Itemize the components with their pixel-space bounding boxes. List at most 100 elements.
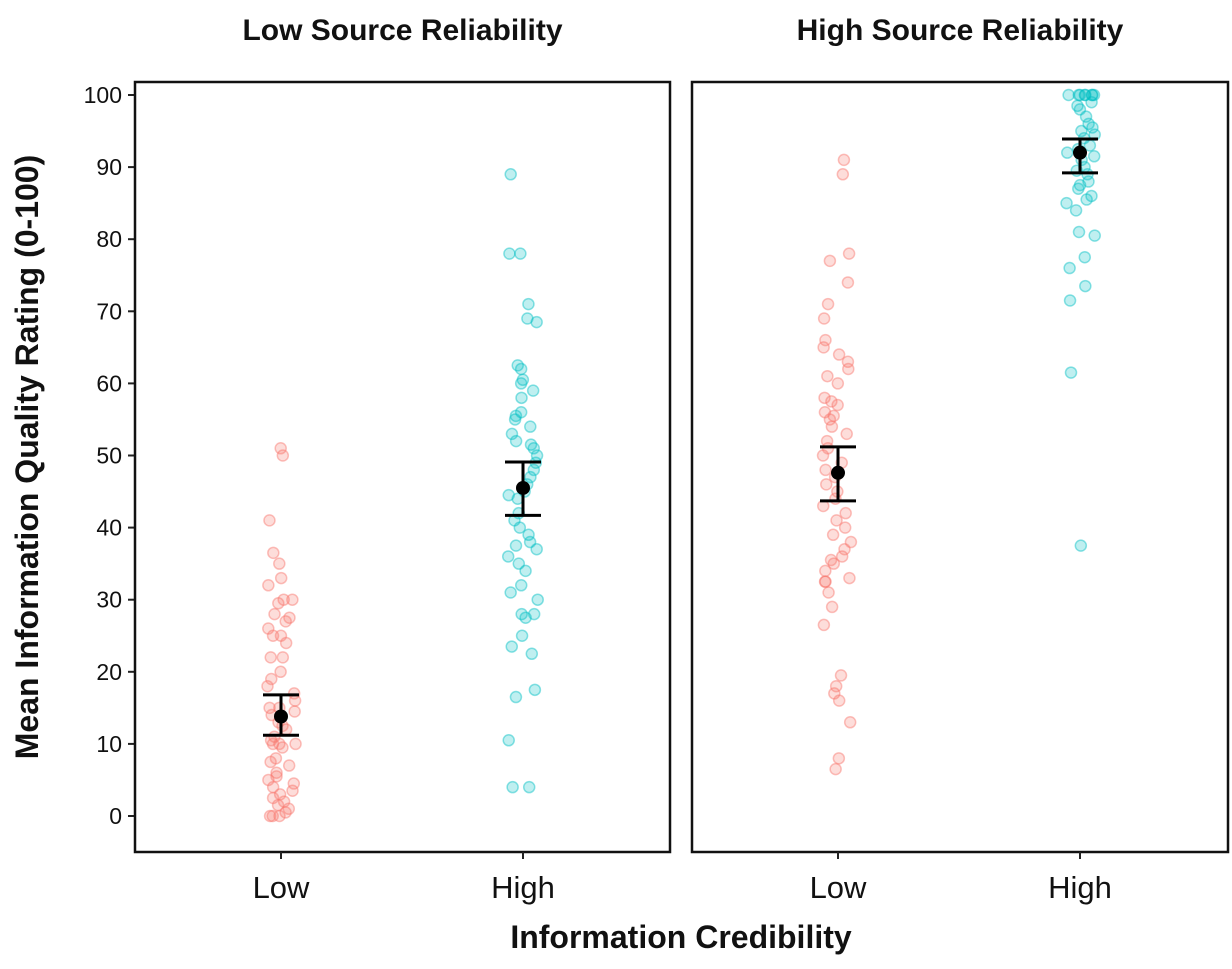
data-point <box>819 333 832 347</box>
data-point <box>818 391 831 405</box>
data-point <box>265 672 278 686</box>
data-point <box>279 636 293 650</box>
data-point <box>838 521 852 534</box>
data-point <box>1073 88 1087 102</box>
mean-point <box>516 480 530 495</box>
data-point <box>1078 250 1092 264</box>
data-point <box>522 528 535 542</box>
data-point <box>843 716 857 729</box>
data-point <box>525 647 539 661</box>
data-point <box>817 312 831 325</box>
data-point <box>273 557 286 570</box>
data-point <box>515 629 529 642</box>
data-point <box>841 276 855 289</box>
mean-point <box>1073 145 1087 160</box>
data-point <box>514 247 527 260</box>
data-point <box>825 420 839 433</box>
data-point <box>816 449 830 462</box>
data-point <box>515 607 528 621</box>
data-point <box>1063 294 1077 307</box>
data-point <box>505 427 519 441</box>
data-point <box>1071 99 1084 113</box>
data-point <box>531 593 544 606</box>
data-point <box>524 470 537 484</box>
x-tick-label: High <box>491 870 555 905</box>
data-point <box>279 806 292 819</box>
data-point <box>274 442 287 455</box>
data-point <box>276 651 290 664</box>
data-point <box>263 514 276 527</box>
data-point <box>513 521 527 534</box>
data-point <box>266 737 280 751</box>
data-point <box>829 762 842 776</box>
data-point <box>825 600 839 614</box>
data-point <box>519 611 532 624</box>
data-point <box>263 809 277 823</box>
data-point <box>1082 175 1095 188</box>
data-point <box>512 557 526 570</box>
data-point <box>288 705 301 718</box>
data-point <box>509 690 523 704</box>
data-point <box>1072 88 1086 102</box>
data-point <box>288 694 302 707</box>
data-point <box>527 463 541 477</box>
data-point <box>844 535 858 549</box>
data-point <box>282 802 296 816</box>
data-point <box>819 564 832 578</box>
data-point <box>286 784 299 798</box>
data-point <box>269 752 283 765</box>
panel-frame <box>133 80 672 854</box>
data-point <box>273 788 287 801</box>
y-tick-label: 70 <box>96 298 122 324</box>
data-point <box>526 384 540 397</box>
data-point <box>511 359 524 372</box>
data-point <box>838 542 851 556</box>
mean-point <box>831 465 845 480</box>
data-point <box>527 442 541 455</box>
y-tick-label: 40 <box>96 515 122 541</box>
y-axis-title: Mean Information Quality Rating (0-100) <box>9 155 45 760</box>
data-point <box>842 362 855 376</box>
data-point <box>287 777 301 790</box>
data-point <box>263 701 276 715</box>
data-point <box>1088 229 1101 242</box>
data-point <box>509 409 523 423</box>
data-point <box>1061 146 1074 159</box>
data-point <box>1060 196 1073 210</box>
data-point <box>506 780 519 794</box>
data-point <box>843 571 856 585</box>
data-point <box>270 766 283 779</box>
data-point <box>832 348 846 361</box>
data-point <box>266 809 279 823</box>
data-point <box>823 413 837 426</box>
x-tick-label: High <box>1048 870 1112 905</box>
data-point <box>289 737 302 751</box>
data-point <box>271 798 285 812</box>
data-point <box>842 247 856 260</box>
data-point <box>528 683 542 697</box>
data-point <box>521 312 534 325</box>
data-point <box>276 449 290 462</box>
data-point <box>283 611 296 624</box>
data-point <box>818 405 832 419</box>
data-point <box>823 254 837 268</box>
data-point <box>522 297 535 311</box>
data-point <box>826 528 840 542</box>
data-point <box>274 665 287 679</box>
data-point <box>832 694 846 707</box>
data-point <box>824 553 838 567</box>
data-point <box>827 409 840 423</box>
data-point <box>1087 150 1101 163</box>
data-point <box>268 607 281 621</box>
data-point <box>836 168 850 181</box>
data-point <box>509 434 523 448</box>
data-point <box>262 773 275 787</box>
data-point <box>286 593 299 606</box>
data-point <box>1079 110 1093 123</box>
data-point <box>1087 88 1101 102</box>
data-point <box>819 463 832 477</box>
data-point <box>522 780 536 794</box>
data-point <box>1073 103 1087 116</box>
data-point <box>523 535 537 549</box>
